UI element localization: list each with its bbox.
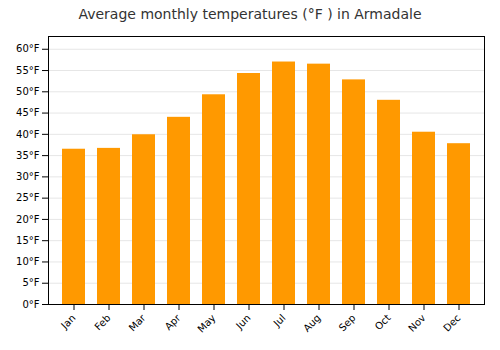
svg-text:Apr: Apr bbox=[163, 312, 184, 333]
svg-text:50°F: 50°F bbox=[16, 86, 40, 97]
svg-text:45°F: 45°F bbox=[16, 107, 40, 118]
svg-text:Dec: Dec bbox=[441, 312, 462, 333]
svg-text:5°F: 5°F bbox=[22, 277, 39, 288]
svg-text:Oct: Oct bbox=[373, 312, 393, 332]
svg-text:30°F: 30°F bbox=[16, 171, 40, 182]
svg-text:Aug: Aug bbox=[301, 312, 323, 334]
svg-text:Mar: Mar bbox=[127, 312, 149, 334]
svg-text:Sep: Sep bbox=[337, 312, 358, 333]
svg-text:60°F: 60°F bbox=[16, 43, 40, 54]
svg-text:0°F: 0°F bbox=[22, 299, 39, 310]
svg-text:35°F: 35°F bbox=[16, 150, 40, 161]
svg-text:Jun: Jun bbox=[233, 312, 253, 332]
svg-text:May: May bbox=[195, 312, 217, 334]
svg-text:55°F: 55°F bbox=[16, 65, 40, 76]
svg-text:Nov: Nov bbox=[406, 312, 428, 334]
svg-text:15°F: 15°F bbox=[16, 235, 40, 246]
svg-text:Jul: Jul bbox=[271, 312, 288, 329]
html-text:Average monthly temperatures (: Average monthly temperatures (°F ) in Ar… bbox=[78, 6, 422, 22]
svg-text:25°F: 25°F bbox=[16, 192, 40, 203]
svg-text:Jan: Jan bbox=[58, 312, 77, 331]
svg-text:10°F: 10°F bbox=[16, 256, 40, 267]
svg-text:40°F: 40°F bbox=[16, 129, 40, 140]
svg-text:Feb: Feb bbox=[92, 312, 112, 332]
svg-text:20°F: 20°F bbox=[16, 214, 40, 225]
